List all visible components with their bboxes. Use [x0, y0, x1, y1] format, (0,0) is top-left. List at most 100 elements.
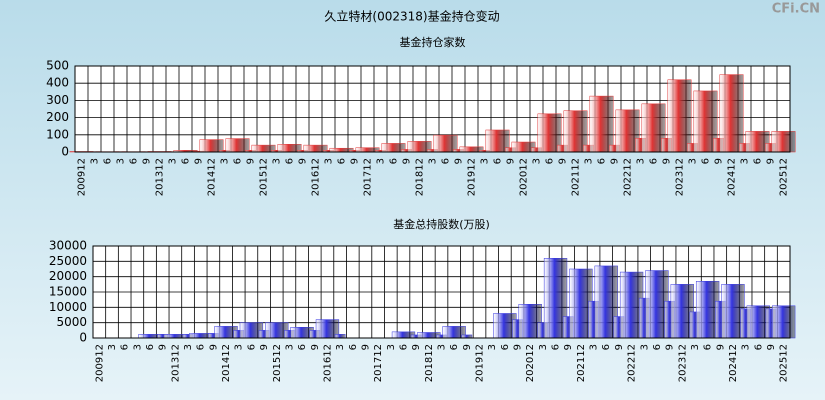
x-tick-label: 6: [500, 344, 511, 350]
y-tick-label: 10000: [49, 300, 87, 314]
x-tick-label: 3: [132, 344, 143, 350]
x-tick-label: 9: [563, 344, 574, 350]
x-tick-label: 9: [766, 344, 777, 350]
x-tick-label: 6: [246, 344, 257, 350]
x-tick-label: 201612: [311, 158, 322, 196]
x-tick-label: 3: [90, 158, 101, 164]
bar: [667, 79, 692, 153]
x-tick-label: 202212: [623, 158, 634, 196]
chart-title: 基金总持股数(万股): [393, 217, 490, 231]
x-tick-label: 9: [259, 344, 270, 350]
x-tick-label: 201812: [415, 158, 426, 196]
x-tick-label: 6: [753, 158, 764, 164]
x-tick-label: 9: [665, 344, 676, 350]
x-tick-label: 6: [285, 158, 296, 164]
x-tick-label: 3: [168, 158, 179, 164]
x-tick-label: 9: [411, 344, 422, 350]
x-tick-label: 6: [389, 158, 400, 164]
x-tick-label: 3: [690, 344, 701, 350]
x-tick-label: 6: [348, 344, 359, 350]
x-tick-label: 201912: [467, 158, 478, 196]
y-tick-label: 0: [61, 145, 69, 159]
x-tick-label: 202112: [571, 158, 582, 196]
bar: [771, 131, 796, 153]
x-tick-label: 202312: [675, 158, 686, 196]
x-tick-label: 3: [740, 158, 751, 164]
y-tick-label: 5000: [56, 315, 87, 329]
x-tick-label: 3: [284, 344, 295, 350]
bar: [772, 305, 796, 339]
page-title: 久立特材(002318)基金持仓变动: [324, 9, 499, 24]
x-tick-label: 9: [402, 158, 413, 164]
x-tick-label: 6: [601, 344, 612, 350]
x-tick-label: 201412: [207, 158, 218, 196]
x-tick-label: 6: [337, 158, 348, 164]
x-tick-label: 6: [545, 158, 556, 164]
x-tick-label: 3: [741, 344, 752, 350]
x-tick-label: 202012: [525, 344, 536, 382]
x-tick-label: 6: [449, 344, 460, 350]
x-tick-label: 202012: [519, 158, 530, 196]
x-tick-label: 3: [183, 344, 194, 350]
x-tick-label: 200912: [77, 158, 88, 196]
y-tick-label: 300: [46, 93, 69, 107]
x-tick-label: 202312: [677, 344, 688, 382]
x-tick-label: 202412: [728, 344, 739, 382]
x-tick-label: 201712: [373, 344, 384, 382]
x-tick-label: 9: [614, 344, 625, 350]
x-tick-label: 9: [558, 158, 569, 164]
x-tick-label: 9: [246, 158, 257, 164]
x-tick-label: 3: [335, 344, 346, 350]
x-tick-label: 6: [441, 158, 452, 164]
y-tick-label: 400: [46, 76, 69, 90]
plot-border: [92, 245, 791, 339]
x-tick-label: 9: [360, 344, 371, 350]
x-tick-label: 6: [233, 158, 244, 164]
plot-border: [74, 65, 791, 153]
x-tick-label: 202512: [779, 344, 790, 382]
x-tick-label: 3: [437, 344, 448, 350]
bar: [719, 74, 744, 153]
x-tick-label: 9: [715, 344, 726, 350]
x-tick-label: 202412: [727, 158, 738, 196]
x-tick-label: 9: [142, 158, 153, 164]
x-tick-label: 201612: [322, 344, 333, 382]
x-tick-label: 3: [107, 344, 118, 350]
y-tick-label: 25000: [49, 254, 87, 268]
x-tick-label: 3: [639, 344, 650, 350]
x-tick-label: 6: [181, 158, 192, 164]
x-tick-label: 3: [234, 344, 245, 350]
x-tick-label: 9: [208, 344, 219, 350]
x-tick-label: 6: [652, 344, 663, 350]
x-tick-label: 3: [116, 158, 127, 164]
bar: [225, 138, 250, 153]
x-tick-label: 3: [272, 158, 283, 164]
x-tick-label: 9: [462, 344, 473, 350]
x-tick-label: 201312: [155, 158, 166, 196]
y-tick-label: 100: [46, 127, 69, 141]
x-tick-label: 6: [703, 344, 714, 350]
bar: [589, 95, 614, 153]
x-tick-label: 6: [103, 158, 114, 164]
x-tick-label: 3: [584, 158, 595, 164]
x-tick-label: 201512: [272, 344, 283, 382]
bar: [334, 334, 346, 339]
x-tick-label: 201412: [221, 344, 232, 382]
x-tick-label: 6: [129, 158, 140, 164]
x-tick-label: 6: [753, 344, 764, 350]
chart-title: 基金持仓家数: [400, 35, 466, 49]
x-tick-label: 9: [194, 158, 205, 164]
x-tick-label: 202112: [576, 344, 587, 382]
x-tick-label: 201912: [475, 344, 486, 382]
x-tick-label: 6: [120, 344, 131, 350]
x-tick-label: 3: [636, 158, 647, 164]
x-tick-label: 3: [324, 158, 335, 164]
x-tick-label: 9: [714, 158, 725, 164]
y-tick-label: 200: [46, 110, 69, 124]
x-tick-label: 9: [350, 158, 361, 164]
x-tick-label: 3: [376, 158, 387, 164]
x-tick-label: 9: [506, 158, 517, 164]
x-tick-label: 6: [145, 344, 156, 350]
